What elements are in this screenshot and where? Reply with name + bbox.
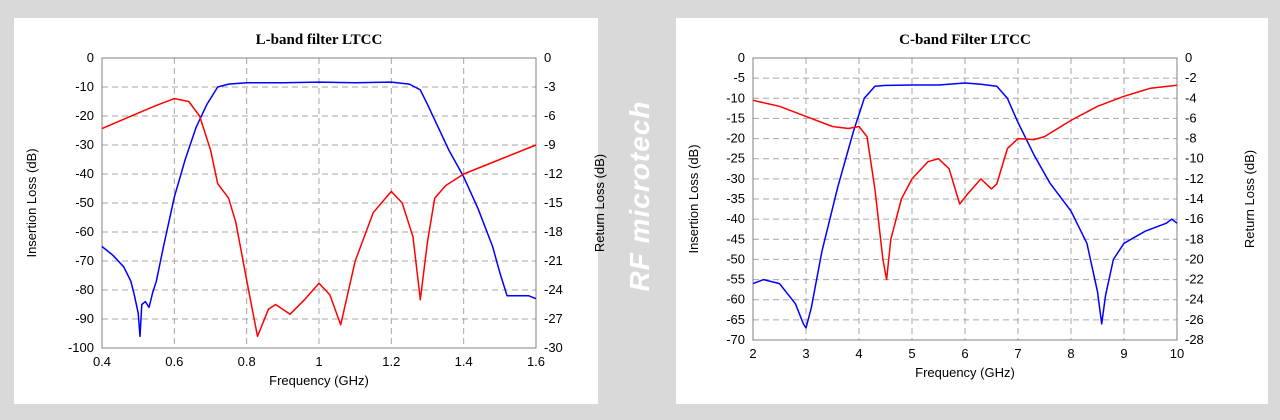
- y-tick-label: -50: [726, 251, 745, 266]
- x-axis-label: Frequency (GHz): [269, 373, 369, 388]
- y-axis-label-left: Insertion Loss (dB): [686, 144, 701, 253]
- x-tick-label: 1.6: [527, 354, 545, 369]
- x-tick-label: 1: [315, 354, 322, 369]
- y2-tick-label: -22: [1185, 272, 1204, 287]
- y-axis-label-left: Insertion Loss (dB): [24, 148, 39, 257]
- x-axis-label: Frequency (GHz): [915, 365, 1015, 380]
- y2-tick-label: -14: [1185, 191, 1204, 206]
- x-tick-label: 3: [802, 346, 809, 361]
- plot-frame: [101, 57, 537, 349]
- logo-text: RF microtech: [624, 100, 655, 292]
- y-tick-label: -50: [75, 195, 94, 210]
- y2-tick-label: -30: [544, 340, 563, 355]
- y-tick-label: -10: [726, 90, 745, 105]
- chart-panel-left: L-band filter LTCC 0.4 0.6 0.8 1 1.2 1.4 1.6 0 -1…: [14, 18, 607, 404]
- x-tick-label: 7: [1014, 346, 1021, 361]
- y2-tick-label: -18: [544, 224, 563, 239]
- y-axis-label-right: Return Loss (dB): [592, 154, 607, 252]
- y2-tick-label: -18: [1185, 231, 1204, 246]
- y2-tick-label: -4: [1185, 90, 1197, 105]
- y-tick-label: -60: [75, 224, 94, 239]
- y-tick-label: -90: [75, 311, 94, 326]
- y-tick-label: -60: [726, 292, 745, 307]
- y-axis-label-right: Return Loss (dB): [1242, 150, 1257, 248]
- y-tick-label: -80: [75, 282, 94, 297]
- lband-insertion-loss-line: [101, 81, 537, 338]
- x-tick-label: 1.2: [382, 354, 400, 369]
- y-tick-label: -40: [75, 166, 94, 181]
- y-tick-label: -25: [726, 151, 745, 166]
- y2-tick-label: -28: [1185, 332, 1204, 347]
- y2-tick-label: -16: [1185, 211, 1204, 226]
- rf-microtech-logo: RF microtech: [612, 96, 668, 296]
- chart-title: L-band filter LTCC: [256, 32, 383, 48]
- y-tick-label: -20: [75, 108, 94, 123]
- y-tick-label: -40: [726, 211, 745, 226]
- x-tick-label: 0.8: [238, 354, 256, 369]
- y2-tick-label: -3: [544, 79, 556, 94]
- y-tick-label: -55: [726, 272, 745, 287]
- y2-tick-label: -26: [1185, 312, 1204, 327]
- y2-tick-label: -12: [544, 166, 563, 181]
- lband-return-loss-line: [101, 97, 537, 338]
- y2-tick-label: -24: [544, 282, 563, 297]
- y-tick-label: 0: [738, 50, 745, 65]
- y2-tick-label: -20: [1185, 251, 1204, 266]
- x-tick-label: 10: [1170, 346, 1184, 361]
- y-tick-label: -15: [726, 110, 745, 125]
- y2-tick-label: -12: [1185, 171, 1204, 186]
- y-tick-label: -45: [726, 231, 745, 246]
- x-tick-label: 9: [1120, 346, 1127, 361]
- y2-tick-label: -21: [544, 253, 563, 268]
- x-tick-label: 2: [749, 346, 756, 361]
- y2-tick-label: -8: [1185, 131, 1197, 146]
- y-tick-label: -10: [75, 79, 94, 94]
- y-tick-label: -30: [75, 137, 94, 152]
- x-tick-label: 4: [855, 346, 862, 361]
- y-tick-label: -70: [726, 332, 745, 347]
- y-tick-label: -65: [726, 312, 745, 327]
- y2-tick-label: -9: [544, 137, 556, 152]
- y2-tick-label: -27: [544, 311, 563, 326]
- x-tick-label: 0.6: [165, 354, 183, 369]
- y2-tick-label: 0: [544, 50, 551, 65]
- x-tick-label: 1.4: [455, 354, 473, 369]
- y2-tick-label: 0: [1185, 50, 1192, 65]
- y-tick-label: -35: [726, 191, 745, 206]
- y-tick-label: 0: [87, 50, 94, 65]
- y2-tick-label: -15: [544, 195, 563, 210]
- y2-tick-label: -10: [1185, 151, 1204, 166]
- x-tick-label: 6: [961, 346, 968, 361]
- cband-return-loss-line: [752, 84, 1178, 281]
- cband-insertion-loss-line: [752, 82, 1178, 329]
- lband-chart: L-band filter LTCC 0.4 0.6 0.8 1 1.2 1.4 1.6 0 -1…: [24, 32, 607, 388]
- x-tick-label: 0.4: [93, 354, 111, 369]
- plot-frame: [752, 57, 1178, 341]
- y2-tick-label: -2: [1185, 70, 1197, 85]
- y-tick-label: -20: [726, 131, 745, 146]
- chart-panel-right: C-band Filter LTCC 2 3 4 5 6 7 8 9 10 0 -5 -10 -15 -20…: [676, 18, 1268, 404]
- y2-tick-label: -6: [544, 108, 556, 123]
- y-tick-label: -5: [733, 70, 745, 85]
- y-tick-label: -70: [75, 253, 94, 268]
- chart-title: C-band Filter LTCC: [899, 32, 1031, 48]
- y-tick-label: -100: [68, 340, 94, 355]
- x-tick-label: 5: [908, 346, 915, 361]
- y2-tick-label: -24: [1185, 292, 1204, 307]
- y2-tick-label: -6: [1185, 110, 1197, 125]
- y-tick-label: -30: [726, 171, 745, 186]
- x-tick-label: 8: [1067, 346, 1074, 361]
